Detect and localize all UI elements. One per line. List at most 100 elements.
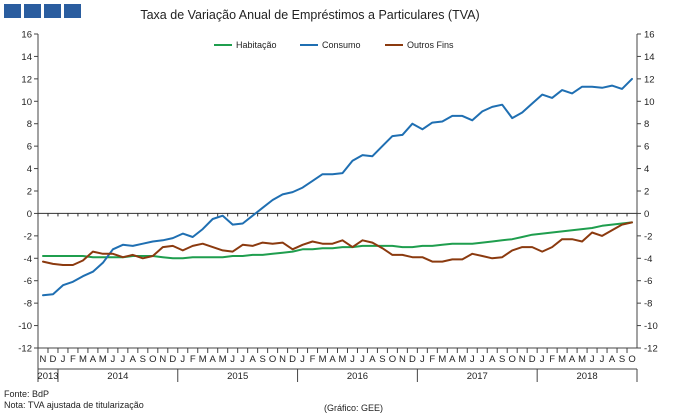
- x-tick-label: A: [130, 354, 137, 365]
- x-tick-label: J: [600, 354, 605, 365]
- y-tick-label-left: 2: [27, 187, 32, 198]
- legend-label: Outros Fins: [407, 40, 454, 50]
- logo-square-3: [44, 4, 61, 18]
- x-tick-label: J: [300, 354, 305, 365]
- y-tick-label-left: 10: [21, 97, 32, 108]
- y-tick-label-right: 0: [644, 209, 649, 220]
- y-tick-label-left: 16: [21, 30, 32, 41]
- x-tick-label: O: [149, 354, 156, 365]
- x-tick-label: J: [120, 354, 125, 365]
- x-tick-label: J: [480, 354, 485, 365]
- x-tick-label: J: [590, 354, 595, 365]
- x-tick-label: M: [99, 354, 107, 365]
- x-tick-label: F: [429, 354, 435, 365]
- y-tick-label-left: 4: [27, 164, 32, 175]
- y-tick-label-left: -6: [24, 276, 32, 287]
- footer-credit: (Gráfico: GEE): [324, 403, 384, 413]
- x-tick-label: M: [219, 354, 227, 365]
- y-tick-label-left: 14: [21, 52, 32, 63]
- y-tick-label-right: -8: [644, 299, 652, 310]
- y-tick-label-right: 12: [644, 74, 655, 85]
- y-tick-label-right: 10: [644, 97, 655, 108]
- y-tick-label-right: 6: [644, 142, 649, 153]
- x-tick-label: D: [289, 354, 296, 365]
- x-tick-label: N: [399, 354, 406, 365]
- y-tick-label-right: -4: [644, 254, 652, 265]
- x-tick-label: J: [111, 354, 116, 365]
- x-tick-label: F: [190, 354, 196, 365]
- x-tick-label: O: [389, 354, 396, 365]
- y-tick-label-right: -10: [644, 321, 658, 332]
- x-tick-label: A: [369, 354, 376, 365]
- x-tick-label: A: [90, 354, 97, 365]
- y-tick-label-left: 12: [21, 74, 32, 85]
- x-tick-label: M: [199, 354, 207, 365]
- x-tick-label: N: [519, 354, 526, 365]
- x-tick-label: M: [319, 354, 327, 365]
- y-tick-label-right: 8: [644, 119, 649, 130]
- x-tick-label: F: [310, 354, 316, 365]
- series-line-outros-fins: [42, 221, 633, 266]
- y-tick-label-right: -2: [644, 231, 652, 242]
- series-line-habitacao: [42, 221, 633, 260]
- x-tick-label: A: [489, 354, 496, 365]
- x-tick-label: S: [259, 354, 265, 365]
- x-tick-label: J: [180, 354, 185, 365]
- y-tick-label-right: 4: [644, 164, 649, 175]
- y-tick-label-left: -10: [18, 321, 32, 332]
- x-tick-label: J: [360, 354, 365, 365]
- x-tick-label: J: [470, 354, 475, 365]
- x-tick-label: O: [628, 354, 635, 365]
- x-tick-label: M: [578, 354, 586, 365]
- y-tick-label-right: 2: [644, 187, 649, 198]
- y-tick-label-left: -4: [24, 254, 32, 265]
- footer-source: Fonte: BdP: [4, 389, 50, 399]
- x-tick-label: A: [449, 354, 456, 365]
- y-tick-label-left: 0: [27, 209, 32, 220]
- x-tick-label: D: [409, 354, 416, 365]
- gee-logo: [4, 4, 81, 18]
- y-tick-label-left: 8: [27, 119, 32, 130]
- x-tick-label: M: [339, 354, 347, 365]
- x-tick-label: N: [159, 354, 166, 365]
- x-tick-label: N: [279, 354, 286, 365]
- x-tick-label: O: [509, 354, 516, 365]
- year-label: 2014: [107, 371, 128, 382]
- logo-square-4: [64, 4, 81, 18]
- x-tick-label: S: [379, 354, 385, 365]
- y-tick-label-right: -12: [644, 344, 658, 355]
- year-label: 2018: [577, 371, 598, 382]
- y-tick-label-left: -8: [24, 299, 32, 310]
- x-tick-label: S: [140, 354, 146, 365]
- x-tick-label: J: [230, 354, 235, 365]
- x-tick-label: M: [438, 354, 446, 365]
- x-tick-label: A: [249, 354, 256, 365]
- series-line-consumo: [42, 77, 633, 297]
- x-tick-label: J: [240, 354, 245, 365]
- y-tick-label-left: 6: [27, 142, 32, 153]
- y-tick-label-right: -6: [644, 276, 652, 287]
- x-tick-label: S: [619, 354, 625, 365]
- year-label: 2015: [227, 371, 248, 382]
- logo-square-1: [4, 4, 21, 18]
- x-tick-label: A: [609, 354, 616, 365]
- x-tick-label: N: [40, 354, 47, 365]
- y-tick-label-right: 14: [644, 52, 655, 63]
- x-tick-label: S: [499, 354, 505, 365]
- chart-title: Taxa de Variação Anual de Empréstimos a …: [140, 8, 480, 22]
- x-tick-label: J: [420, 354, 425, 365]
- x-tick-label: O: [269, 354, 276, 365]
- x-tick-label: M: [79, 354, 87, 365]
- x-tick-label: M: [458, 354, 466, 365]
- y-tick-label-left: -12: [18, 344, 32, 355]
- x-tick-label: F: [70, 354, 76, 365]
- x-tick-label: A: [569, 354, 576, 365]
- x-tick-label: M: [558, 354, 566, 365]
- year-label: 2016: [347, 371, 368, 382]
- x-tick-label: D: [169, 354, 176, 365]
- year-label: 2017: [467, 371, 488, 382]
- y-tick-label-left: -2: [24, 231, 32, 242]
- x-tick-label: J: [350, 354, 355, 365]
- x-tick-label: D: [50, 354, 57, 365]
